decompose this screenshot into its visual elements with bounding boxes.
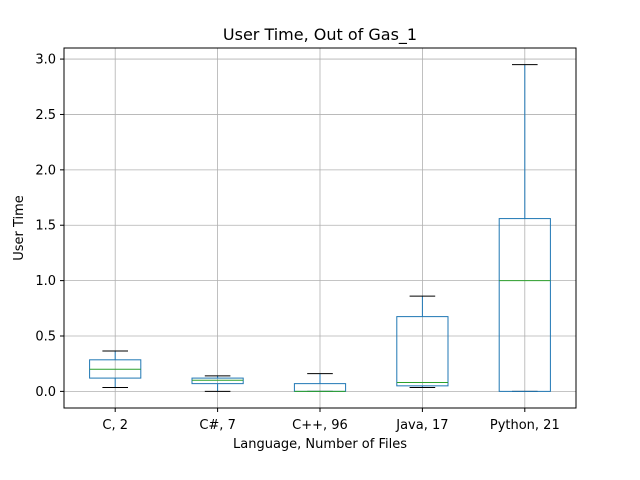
x-tick-label: C++, 96 bbox=[292, 418, 348, 433]
iqr-box bbox=[191, 377, 244, 385]
y-tick-label: 2.5 bbox=[35, 108, 56, 123]
chart-title: User Time, Out of Gas_1 bbox=[223, 25, 417, 45]
y-tick-label: 3.0 bbox=[35, 53, 56, 68]
iqr-box bbox=[498, 218, 551, 392]
x-tick-label: Python, 21 bbox=[490, 418, 560, 433]
box-3 bbox=[396, 295, 449, 389]
x-tick-label: C, 2 bbox=[102, 418, 128, 433]
y-tick-label: 2.0 bbox=[35, 163, 56, 178]
y-axis-label: User Time bbox=[12, 195, 27, 261]
box-2 bbox=[293, 373, 347, 392]
x-axis-label: Language, Number of Files bbox=[233, 437, 407, 452]
y-tick-label: 1.5 bbox=[35, 219, 56, 234]
x-tick-label: C#, 7 bbox=[199, 418, 236, 433]
y-tick-label: 0.5 bbox=[35, 330, 56, 345]
x-axis-ticks: C, 2 C#, 7 C++, 96 Java, 17 Python, 21 bbox=[102, 408, 560, 433]
box-4 bbox=[498, 64, 551, 392]
iqr-box bbox=[396, 316, 449, 387]
box-1 bbox=[191, 375, 244, 392]
box-0 bbox=[89, 350, 142, 389]
y-tick-label: 1.0 bbox=[35, 274, 56, 289]
y-axis-ticks: 0.0 0.5 1.0 1.5 2.0 2.5 3.0 bbox=[35, 53, 64, 400]
x-tick-label: Java, 17 bbox=[395, 418, 448, 433]
y-tick-label: 0.0 bbox=[35, 385, 56, 400]
boxes-layer bbox=[89, 64, 551, 392]
